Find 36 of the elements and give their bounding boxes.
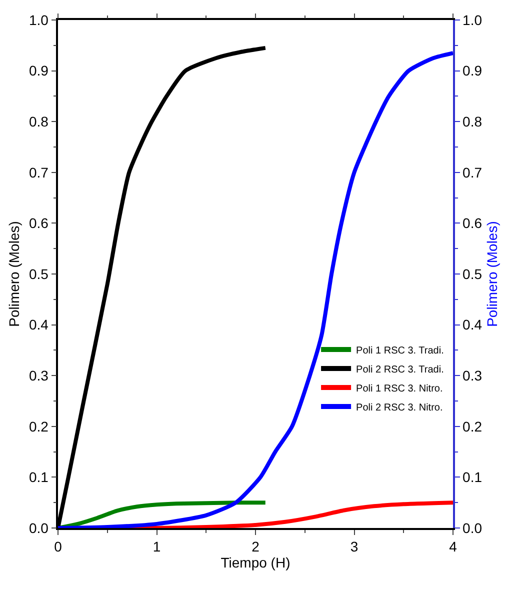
y-tick-label: 0.8 (28, 114, 49, 130)
y-tick-label: 0.1 (28, 469, 49, 486)
y2-tick-label: 0.1 (462, 469, 482, 486)
y2-tick-label: 1.0 (462, 12, 482, 28)
y-axis-title: Polimero (Moles) (6, 221, 22, 327)
y-tick-label: 0.0 (28, 520, 49, 536)
x-tick-label: 4 (449, 538, 458, 555)
legend-label: Poli 1 RSC 3. Nitro. (356, 383, 443, 394)
y-tick-label: 0.9 (28, 62, 49, 79)
y2-axis-title: Polimero (Moles) (484, 221, 500, 327)
y2-tick-label: 0.9 (462, 62, 482, 79)
y-tick-label: 0.3 (28, 368, 49, 384)
y2-tick-label: 0.7 (462, 164, 482, 180)
y-tick-label: 0.2 (28, 418, 49, 434)
line-series (58, 500, 268, 528)
line-series (58, 51, 453, 528)
legend-label: Poli 1 RSC 3. Tradi. (356, 345, 444, 356)
y-tick-label: 0.5 (28, 266, 49, 282)
legend-label: Poli 2 RSC 3. Tradi. (356, 364, 444, 376)
y-tick-label: 0.4 (28, 316, 49, 333)
x-tick-label: 2 (252, 538, 260, 555)
y2-tick-label: 0.8 (462, 114, 482, 130)
x-tick-label: 0 (54, 538, 62, 555)
y-tick-label: 0.7 (28, 164, 49, 180)
x-tick-label: 1 (152, 538, 161, 555)
y2-tick-label: 0.3 (462, 368, 482, 384)
y2-tick-label: 0.6 (462, 215, 482, 232)
legend-label: Poli 2 RSC 3. Nitro. (356, 402, 443, 414)
x-axis-title: Tiempo (H) (220, 554, 290, 571)
y2-tick-label: 0.5 (462, 266, 482, 282)
y2-tick-label: 0.0 (462, 520, 482, 536)
y-tick-label: 1.0 (28, 12, 49, 28)
x-tick-label: 3 (350, 538, 358, 555)
y2-tick-label: 0.2 (462, 418, 482, 434)
y-tick-label: 0.6 (28, 215, 49, 232)
y2-tick-label: 0.4 (462, 316, 482, 333)
